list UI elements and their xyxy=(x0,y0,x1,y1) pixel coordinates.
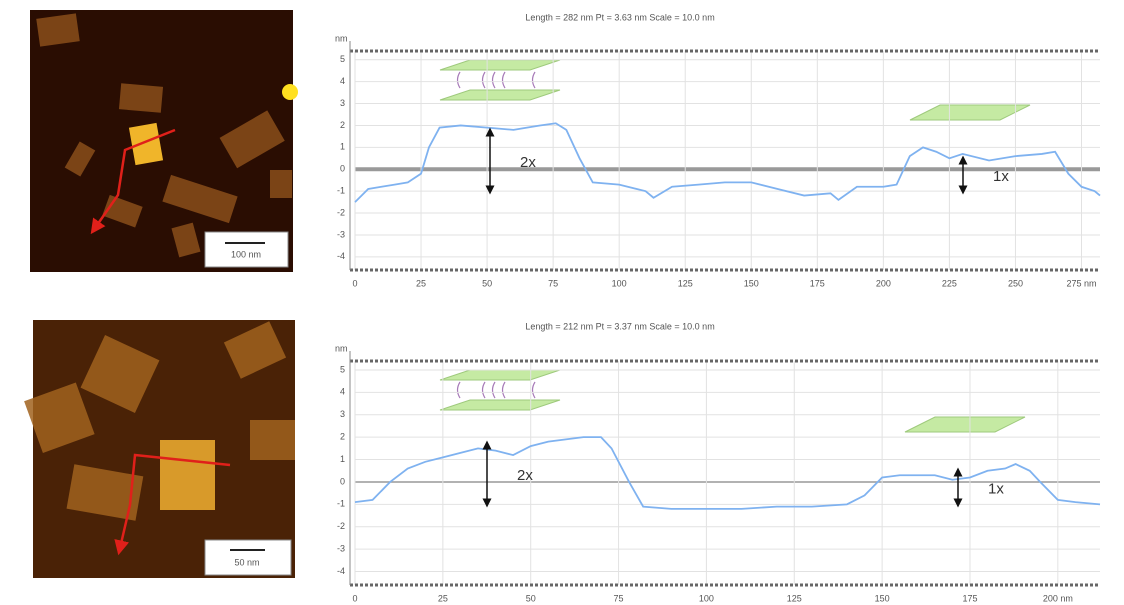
chart-title: Length = 282 nm Pt = 3.63 nm Scale = 10.… xyxy=(525,12,714,22)
x-tick-label: 175 xyxy=(962,593,977,603)
y-tick-label: 4 xyxy=(340,387,345,397)
y-tick-label: -4 xyxy=(337,566,345,576)
chart-title: Length = 212 nm Pt = 3.37 nm Scale = 10.… xyxy=(525,321,714,331)
y-tick-label: 1 xyxy=(340,142,345,152)
y-tick-label: -3 xyxy=(337,544,345,554)
y-tick-label: 5 xyxy=(340,364,345,374)
y-tick-label: -1 xyxy=(337,499,345,509)
y-tick-label: 0 xyxy=(340,164,345,174)
x-tick-label: 175 xyxy=(810,278,825,288)
x-tick-label: 100 xyxy=(612,278,627,288)
x-tick-label: 150 xyxy=(875,593,890,603)
x-tick-label: 50 xyxy=(482,278,492,288)
x-tick-label: 75 xyxy=(548,278,558,288)
x-tick-label: 25 xyxy=(416,278,426,288)
y-tick-label: 2 xyxy=(340,432,345,442)
x-tick-label: 0 xyxy=(352,278,357,288)
annotation: 2x xyxy=(517,467,533,484)
y-tick-label: 4 xyxy=(340,76,345,86)
scale-bar-label: 50 nm xyxy=(234,557,259,567)
x-tick-label: 200 xyxy=(876,278,891,288)
x-tick-label: 25 xyxy=(438,593,448,603)
y-tick-label: 3 xyxy=(340,409,345,419)
x-tick-label: 225 xyxy=(942,278,957,288)
y-tick-label: 0 xyxy=(340,476,345,486)
y-tick-label: 1 xyxy=(340,454,345,464)
annotation: 1x xyxy=(993,168,1009,185)
x-tick-label: 150 xyxy=(744,278,759,288)
y-tick-label: -2 xyxy=(337,207,345,217)
x-tick-label: 125 xyxy=(787,593,802,603)
x-tick-label: 125 xyxy=(678,278,693,288)
sheet-icon xyxy=(439,59,1031,433)
y-tick-label: 3 xyxy=(340,98,345,108)
x-tick-label: 100 xyxy=(699,593,714,603)
afm-image: 100 nm xyxy=(30,10,298,272)
y-tick-label: -1 xyxy=(337,186,345,196)
scale-bar-label: 100 nm xyxy=(231,249,261,259)
x-tick-label: 0 xyxy=(352,593,357,603)
y-tick-label: 2 xyxy=(340,120,345,130)
profile-line xyxy=(354,436,1101,510)
dna-links xyxy=(456,71,536,399)
x-tick-label: 50 xyxy=(526,593,536,603)
y-axis-label: nm xyxy=(335,33,348,43)
y-tick-label: -3 xyxy=(337,229,345,239)
annotation: 2x xyxy=(520,154,536,171)
profile-line xyxy=(354,122,1101,203)
afm-image: 50 nm xyxy=(24,320,295,578)
x-tick-label: 275 nm xyxy=(1066,278,1096,288)
x-tick-label: 75 xyxy=(614,593,624,603)
x-tick-label: 200 nm xyxy=(1043,593,1073,603)
y-tick-label: -4 xyxy=(337,251,345,261)
y-axis-label: nm xyxy=(335,343,348,353)
y-tick-label: 5 xyxy=(340,54,345,64)
annotation: 1x xyxy=(988,480,1004,497)
y-tick-label: -2 xyxy=(337,521,345,531)
x-tick-label: 250 xyxy=(1008,278,1023,288)
